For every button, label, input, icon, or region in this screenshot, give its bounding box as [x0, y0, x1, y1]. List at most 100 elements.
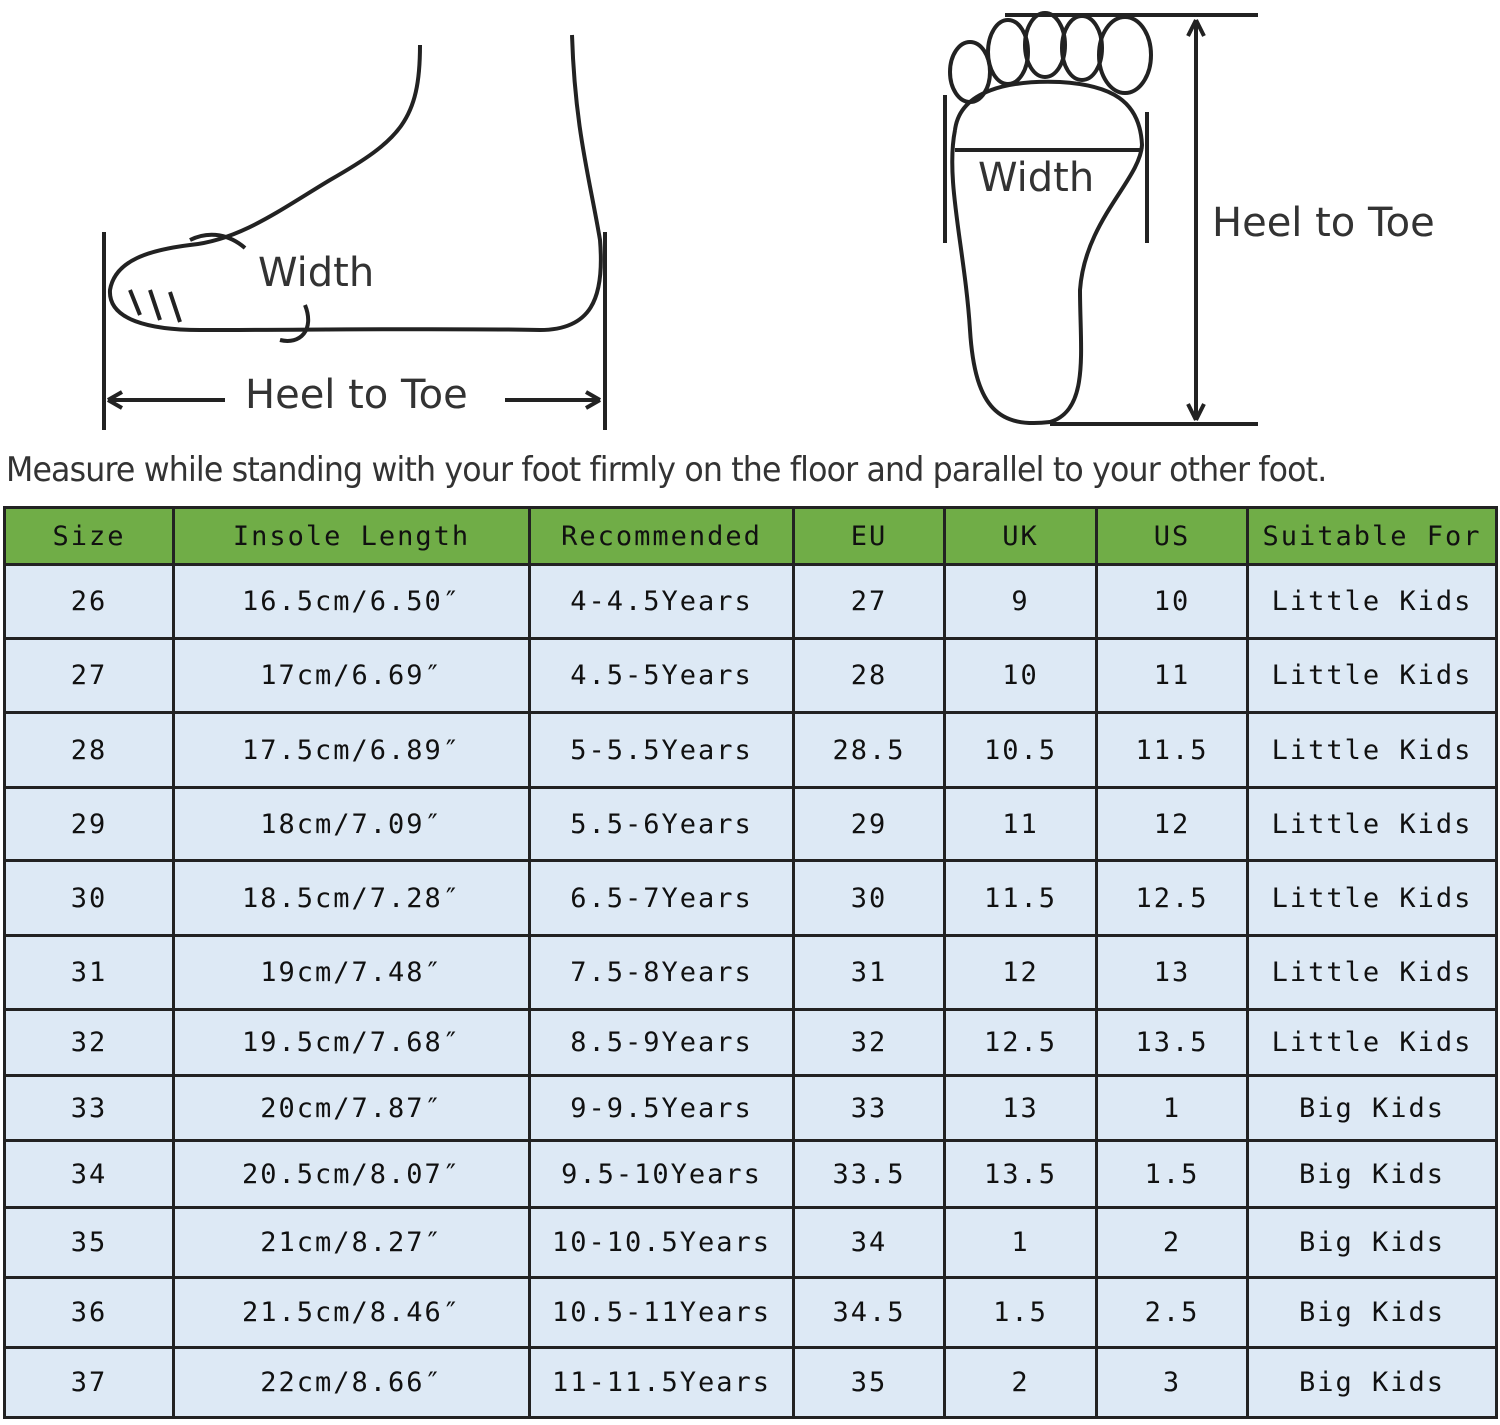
table-cell: 4-4.5Years	[528, 563, 795, 640]
table-cell: 2	[943, 1346, 1098, 1419]
table-cell: Big Kids	[1246, 1206, 1498, 1279]
column-header: Recommended	[528, 506, 795, 566]
table-header-row: Size Insole Length Recommended EU UK US Suitab…	[3, 506, 1498, 566]
foot-drawing	[102, 11, 1258, 430]
table-cell: 35	[3, 1206, 175, 1279]
table-cell: 19.5cm/7.68″	[172, 1008, 531, 1077]
table-cell: 30	[3, 859, 175, 937]
table-cell: 33.5	[792, 1139, 946, 1209]
table-cell: 36	[3, 1276, 175, 1349]
table-cell: 1.5	[1095, 1139, 1249, 1209]
table-cell: 1	[943, 1206, 1098, 1279]
table-row: 33 20cm/7.87″ 9-9.5Years 33 13 1 Big Kids	[3, 1074, 1498, 1142]
table-cell: Little Kids	[1246, 786, 1498, 862]
table-cell: 17cm/6.69″	[172, 637, 531, 714]
table-cell: 4.5-5Years	[528, 637, 795, 714]
table-row: 37 22cm/8.66″ 11-11.5Years 35 2 3 Big Kids	[3, 1346, 1498, 1419]
table-cell: 10-10.5Years	[528, 1206, 795, 1279]
table-cell: 11-11.5Years	[528, 1346, 795, 1419]
table-cell: 31	[792, 934, 946, 1011]
table-cell: 10	[1095, 563, 1249, 640]
table-cell: 18cm/7.09″	[172, 786, 531, 862]
table-cell: 32	[3, 1008, 175, 1077]
table-cell: 21.5cm/8.46″	[172, 1276, 531, 1349]
table-cell: 8.5-9Years	[528, 1008, 795, 1077]
table-row: 28 17.5cm/6.89″ 5-5.5Years 28.5 10.5 11.5 Litt…	[3, 711, 1498, 789]
table-row: 36 21.5cm/8.46″ 10.5-11Years 34.5 1.5 2.5 Big …	[3, 1276, 1498, 1349]
table-cell: Big Kids	[1246, 1346, 1498, 1419]
table-cell: 5.5-6Years	[528, 786, 795, 862]
table-cell: 21cm/8.27″	[172, 1206, 531, 1279]
table-cell: 10.5	[943, 711, 1098, 789]
table-cell: 27	[3, 637, 175, 714]
table-cell: 29	[3, 786, 175, 862]
column-header: UK	[943, 506, 1098, 566]
table-cell: 11.5	[943, 859, 1098, 937]
table-cell: 28.5	[792, 711, 946, 789]
table-row: 34 20.5cm/8.07″ 9.5-10Years 33.5 13.5 1.5 Big …	[3, 1139, 1498, 1209]
side-foot-outline	[107, 34, 603, 333]
table-cell: Little Kids	[1246, 563, 1498, 640]
side-length-label: Heel to Toe	[245, 372, 468, 418]
table-cell: 2	[1095, 1206, 1249, 1279]
top-foot-outline	[948, 11, 1153, 425]
table-cell: 13	[943, 1074, 1098, 1142]
table-cell: 13.5	[1095, 1008, 1249, 1077]
table-cell: 32	[792, 1008, 946, 1077]
table-cell: 33	[3, 1074, 175, 1142]
table-cell: 22cm/8.66″	[172, 1346, 531, 1419]
column-header: Suitable For	[1246, 506, 1498, 566]
table-cell: 9	[943, 563, 1098, 640]
table-cell: Big Kids	[1246, 1074, 1498, 1142]
top-length-label: Heel to Toe	[1212, 200, 1435, 246]
table-cell: 33	[792, 1074, 946, 1142]
table-row: 35 21cm/8.27″ 10-10.5Years 34 1 2 Big Kids	[3, 1206, 1498, 1279]
table-cell: 12	[943, 934, 1098, 1011]
table-cell: 1.5	[943, 1276, 1098, 1349]
table-cell: 17.5cm/6.89″	[172, 711, 531, 789]
table-row: 30 18.5cm/7.28″ 6.5-7Years 30 11.5 12.5 Little…	[3, 859, 1498, 937]
top-width-label: Width	[978, 155, 1095, 201]
table-cell: 2.5	[1095, 1276, 1249, 1349]
table-cell: Little Kids	[1246, 711, 1498, 789]
table-cell: 9-9.5Years	[528, 1074, 795, 1142]
table-cell: 13	[1095, 934, 1249, 1011]
column-header: Size	[3, 506, 175, 566]
table-cell: 19cm/7.48″	[172, 934, 531, 1011]
table-cell: 10	[943, 637, 1098, 714]
table-row: 29 18cm/7.09″ 5.5-6Years 29 11 12 Little Kids	[3, 786, 1498, 862]
table-cell: 11.5	[1095, 711, 1249, 789]
measurement-note: Measure while standing with your foot fi…	[6, 450, 1327, 490]
table-cell: 1	[1095, 1074, 1249, 1142]
table-cell: Little Kids	[1246, 934, 1498, 1011]
table-row: 31 19cm/7.48″ 7.5-8Years 31 12 13 Little Kids	[3, 934, 1498, 1011]
table-cell: 7.5-8Years	[528, 934, 795, 1011]
table-cell: 34	[792, 1206, 946, 1279]
table-cell: 28	[792, 637, 946, 714]
table-cell: 12	[1095, 786, 1249, 862]
table-cell: 34.5	[792, 1276, 946, 1349]
table-cell: 37	[3, 1346, 175, 1419]
table-cell: 11	[1095, 637, 1249, 714]
table-cell: 20cm/7.87″	[172, 1074, 531, 1142]
table-cell: 13.5	[943, 1139, 1098, 1209]
table-cell: 31	[3, 934, 175, 1011]
table-cell: 5-5.5Years	[528, 711, 795, 789]
table-cell: 3	[1095, 1346, 1249, 1419]
table-cell: Little Kids	[1246, 859, 1498, 937]
table-cell: 30	[792, 859, 946, 937]
table-cell: 16.5cm/6.50″	[172, 563, 531, 640]
side-width-label: Width	[258, 250, 375, 296]
table-cell: Little Kids	[1246, 637, 1498, 714]
table-row: 27 17cm/6.69″ 4.5-5Years 28 10 11 Little Kids	[3, 637, 1498, 714]
table-cell: Big Kids	[1246, 1276, 1498, 1349]
table-cell: Little Kids	[1246, 1008, 1498, 1077]
table-row: 26 16.5cm/6.50″ 4-4.5Years 27 9 10 Little Kids	[3, 563, 1498, 640]
foot-measurement-illustration: Width Heel to Toe Width Heel to Toe	[0, 0, 1500, 440]
table-cell: 11	[943, 786, 1098, 862]
table-cell: 29	[792, 786, 946, 862]
column-header: US	[1095, 506, 1249, 566]
table-cell: 35	[792, 1346, 946, 1419]
table-cell: 6.5-7Years	[528, 859, 795, 937]
column-header: EU	[792, 506, 946, 566]
